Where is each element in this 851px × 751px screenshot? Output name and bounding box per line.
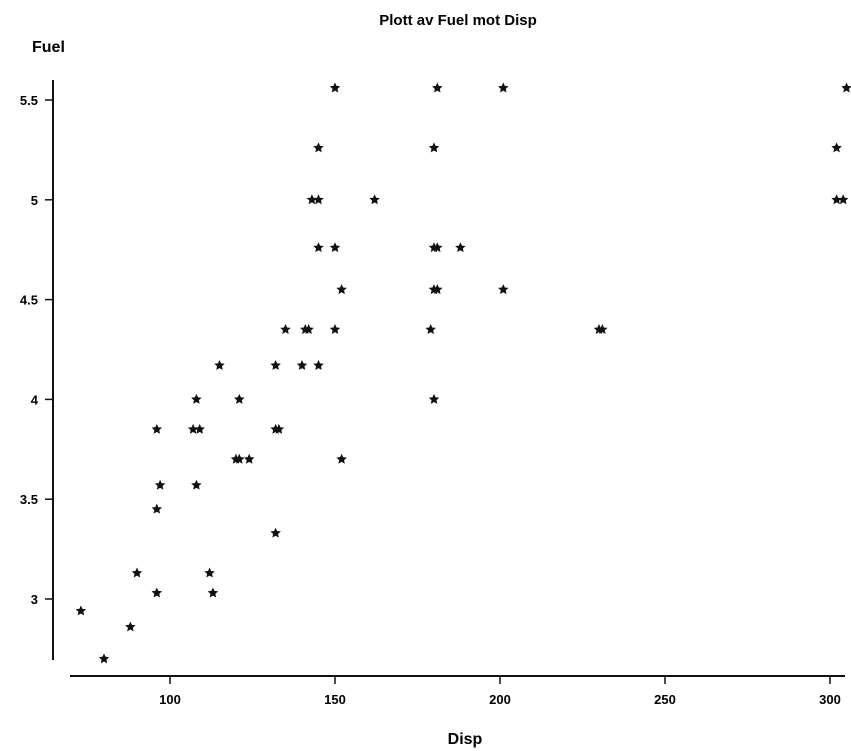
chart-title: Plott av Fuel mot Disp [379,12,537,29]
data-point-star [125,621,136,632]
data-point-star [498,284,509,295]
data-point-star [428,142,440,153]
data-point-star [841,82,851,93]
x-axis-ticks: 100 150 200 250 300 [159,676,841,707]
data-point-star [214,359,225,370]
data-point-star [313,194,324,205]
data-point-star [191,393,202,404]
data-point-star [432,82,443,93]
x-tick-label: 250 [654,692,676,707]
data-point-star [498,82,509,93]
data-point-star [329,324,341,334]
x-tick-label: 100 [159,692,181,707]
y-axis-label: Fuel [32,39,65,56]
data-point-star [131,567,143,578]
data-point-star [313,242,324,253]
data-point-star [425,324,436,334]
y-tick-label: 5 [31,193,38,208]
data-point-star [75,605,87,616]
data-point-star [428,393,440,404]
data-point-star [597,324,608,334]
x-axis-label: Disp [448,731,483,748]
data-point-star [336,453,347,464]
data-point-star [234,453,245,464]
data-point-star [329,82,341,93]
data-point-star [336,284,347,295]
data-point-star [234,393,245,404]
y-tick-label: 4.5 [20,293,38,308]
data-point-star [303,324,314,334]
data-point-star [280,324,291,334]
data-point-star [207,587,219,598]
y-tick-label: 4 [31,392,39,407]
data-point-star [455,242,466,253]
data-point-star [151,587,163,598]
y-tick-label: 3 [31,592,38,607]
x-tick-label: 300 [819,692,841,707]
data-point-star [329,242,341,253]
data-point-star [187,423,199,434]
data-point-star [243,453,255,464]
y-axis-ticks: 3 3.5 4 4.5 5 5.5 [20,93,53,607]
data-point-star [306,194,318,205]
data-point-star [270,527,281,538]
data-point-star [204,567,215,578]
data-point-star [151,423,163,434]
data-point-star [837,194,849,205]
data-point-star [154,479,166,490]
data-point-star [151,503,163,514]
data-point-star [273,423,285,434]
data-point-star [313,142,324,153]
x-tick-label: 150 [324,692,346,707]
y-tick-label: 5.5 [20,93,38,108]
data-point-star [194,423,205,434]
data-point-star [191,479,202,490]
data-point-star [432,242,443,253]
data-point-star [432,284,443,295]
x-tick-label: 200 [489,692,511,707]
data-point-star [831,142,842,153]
data-point-star [369,194,380,205]
data-point-star [313,359,324,370]
data-points [75,82,851,664]
data-point-star [831,194,842,205]
y-tick-label: 3.5 [20,492,38,507]
data-point-star [98,653,110,664]
data-point-star [296,359,308,370]
data-point-star [270,359,281,370]
